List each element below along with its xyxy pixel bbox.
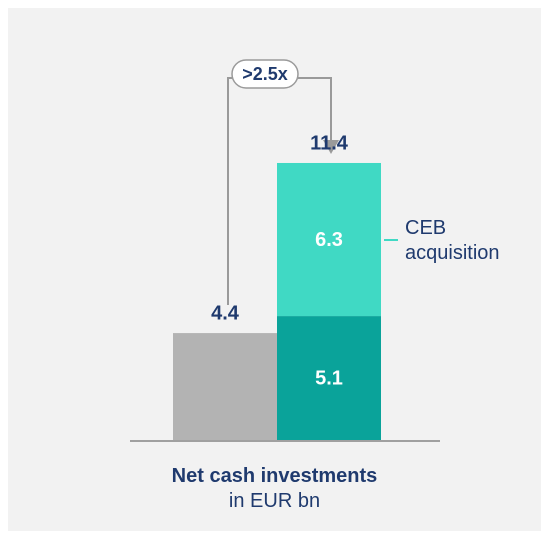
chart-subtitle: in EUR bn (228, 490, 321, 512)
bar-segment (277, 162, 381, 317)
total-label: 11.4 (310, 132, 349, 154)
annotation-pill (231, 59, 299, 89)
arrow (227, 77, 332, 305)
chart-title: Net cash investments (171, 465, 378, 487)
annotation: >2.5x (242, 64, 288, 84)
segment-label: 6.3 (315, 229, 343, 251)
panel (8, 8, 541, 531)
total-label: 4.4 (211, 302, 240, 324)
legend-label: CEB acquisition (405, 217, 500, 264)
segment-label: 5.1 (315, 367, 343, 389)
bar-segment (173, 333, 277, 440)
arrow-head (323, 140, 339, 154)
bar-segment (277, 316, 381, 440)
